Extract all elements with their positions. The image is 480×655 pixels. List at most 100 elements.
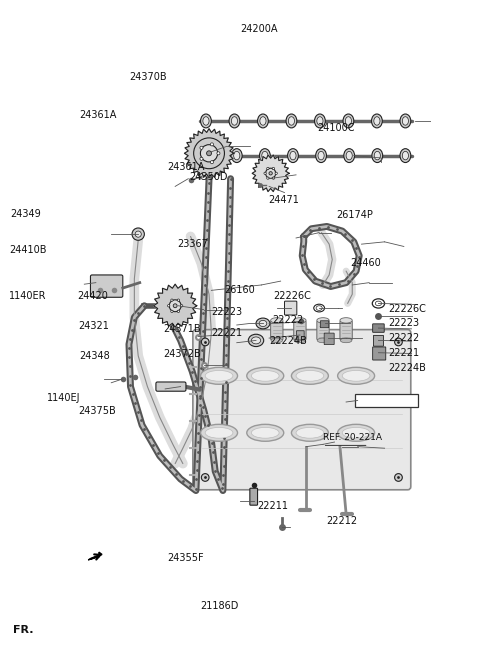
Ellipse shape	[265, 168, 276, 178]
FancyBboxPatch shape	[297, 331, 304, 340]
Ellipse shape	[316, 149, 326, 162]
Ellipse shape	[231, 149, 242, 162]
Text: 24200A: 24200A	[240, 24, 277, 35]
Ellipse shape	[201, 145, 217, 162]
Ellipse shape	[201, 114, 211, 128]
Text: 22224B: 22224B	[269, 335, 307, 346]
Text: 24349: 24349	[11, 209, 41, 219]
Text: 23367: 23367	[178, 238, 208, 249]
Ellipse shape	[340, 318, 352, 323]
FancyBboxPatch shape	[90, 275, 123, 297]
Ellipse shape	[259, 320, 267, 327]
Ellipse shape	[272, 168, 275, 170]
Ellipse shape	[318, 151, 324, 160]
Ellipse shape	[206, 151, 212, 156]
Ellipse shape	[200, 146, 203, 149]
Text: 24355F: 24355F	[167, 553, 204, 563]
Polygon shape	[252, 155, 289, 192]
Ellipse shape	[337, 424, 374, 441]
Text: 22211: 22211	[257, 500, 288, 511]
Ellipse shape	[201, 367, 238, 384]
Text: 22221: 22221	[211, 328, 242, 338]
Text: 24471: 24471	[268, 195, 299, 205]
Text: 22221: 22221	[388, 348, 419, 358]
Ellipse shape	[260, 117, 266, 125]
Ellipse shape	[314, 304, 324, 312]
Text: 24410B: 24410B	[10, 245, 47, 255]
Text: 24348: 24348	[79, 350, 110, 361]
Text: REF. 20-221A: REF. 20-221A	[323, 433, 382, 442]
Polygon shape	[154, 284, 197, 328]
Text: 24375B: 24375B	[78, 405, 116, 416]
Ellipse shape	[200, 157, 203, 160]
Ellipse shape	[374, 117, 380, 125]
FancyBboxPatch shape	[271, 321, 283, 340]
Text: 26160: 26160	[225, 284, 255, 295]
Ellipse shape	[169, 300, 181, 312]
Ellipse shape	[252, 428, 279, 438]
Ellipse shape	[290, 151, 296, 160]
Text: 24371B: 24371B	[163, 324, 201, 335]
Polygon shape	[184, 128, 234, 178]
Ellipse shape	[402, 117, 408, 125]
Ellipse shape	[372, 114, 382, 128]
Text: 22224B: 22224B	[388, 363, 426, 373]
Text: 24372B: 24372B	[163, 348, 201, 359]
Ellipse shape	[231, 117, 238, 125]
Ellipse shape	[345, 117, 351, 125]
Ellipse shape	[317, 117, 323, 125]
FancyBboxPatch shape	[340, 321, 352, 340]
Polygon shape	[88, 552, 102, 560]
Ellipse shape	[375, 301, 382, 306]
Ellipse shape	[210, 143, 214, 146]
Ellipse shape	[171, 299, 173, 301]
FancyBboxPatch shape	[324, 333, 334, 345]
Ellipse shape	[269, 172, 272, 175]
Ellipse shape	[135, 231, 141, 237]
Text: 1140EJ: 1140EJ	[47, 392, 81, 403]
Ellipse shape	[340, 338, 352, 343]
Ellipse shape	[252, 371, 279, 381]
Ellipse shape	[346, 151, 352, 160]
Ellipse shape	[264, 172, 266, 174]
Ellipse shape	[342, 371, 370, 381]
FancyBboxPatch shape	[373, 335, 384, 346]
Text: 22222: 22222	[273, 314, 304, 325]
Ellipse shape	[271, 338, 283, 343]
Ellipse shape	[286, 114, 297, 128]
Ellipse shape	[291, 367, 328, 384]
Ellipse shape	[201, 338, 209, 346]
Ellipse shape	[317, 338, 329, 343]
Ellipse shape	[316, 306, 322, 310]
Text: 22212: 22212	[326, 515, 358, 526]
FancyBboxPatch shape	[250, 488, 258, 505]
Ellipse shape	[288, 117, 295, 125]
Ellipse shape	[205, 371, 233, 381]
Text: 22223: 22223	[211, 307, 242, 318]
Ellipse shape	[173, 304, 177, 308]
Text: 24420: 24420	[77, 291, 108, 301]
Ellipse shape	[272, 177, 275, 179]
Ellipse shape	[291, 424, 328, 441]
Text: 24361A: 24361A	[167, 162, 204, 172]
Ellipse shape	[229, 114, 240, 128]
Ellipse shape	[132, 228, 144, 240]
Text: 26174P: 26174P	[336, 210, 373, 220]
Ellipse shape	[400, 149, 411, 162]
Ellipse shape	[267, 177, 269, 179]
Ellipse shape	[205, 428, 233, 438]
Text: 22223: 22223	[388, 318, 419, 328]
Ellipse shape	[203, 117, 209, 125]
Ellipse shape	[168, 305, 170, 307]
FancyBboxPatch shape	[355, 394, 419, 407]
Ellipse shape	[400, 114, 411, 128]
FancyBboxPatch shape	[372, 324, 384, 332]
Ellipse shape	[234, 151, 240, 160]
Text: FR.: FR.	[13, 625, 34, 635]
Text: 24100C: 24100C	[317, 122, 354, 133]
Text: 24321: 24321	[78, 321, 108, 331]
Ellipse shape	[395, 338, 402, 346]
Ellipse shape	[177, 299, 180, 301]
Text: 21186D: 21186D	[201, 601, 239, 611]
Ellipse shape	[296, 428, 324, 438]
